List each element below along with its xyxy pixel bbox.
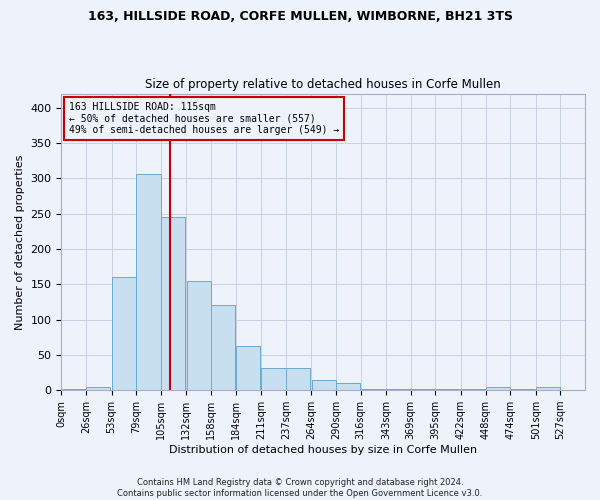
- Bar: [411, 389, 435, 390]
- Bar: [386, 389, 410, 390]
- Bar: [511, 389, 535, 390]
- Bar: [112, 277, 136, 390]
- Bar: [262, 368, 286, 390]
- Bar: [436, 389, 460, 390]
- Bar: [486, 386, 510, 390]
- Bar: [161, 217, 185, 390]
- Bar: [336, 383, 361, 390]
- Y-axis label: Number of detached properties: Number of detached properties: [15, 154, 25, 330]
- Bar: [536, 386, 560, 390]
- Bar: [136, 174, 161, 390]
- Bar: [62, 389, 86, 390]
- Bar: [236, 346, 260, 390]
- Text: 163, HILLSIDE ROAD, CORFE MULLEN, WIMBORNE, BH21 3TS: 163, HILLSIDE ROAD, CORFE MULLEN, WIMBOR…: [88, 10, 512, 23]
- Bar: [461, 389, 485, 390]
- Bar: [211, 306, 235, 390]
- X-axis label: Distribution of detached houses by size in Corfe Mullen: Distribution of detached houses by size …: [169, 445, 477, 455]
- Title: Size of property relative to detached houses in Corfe Mullen: Size of property relative to detached ho…: [145, 78, 501, 91]
- Bar: [86, 386, 110, 390]
- Bar: [361, 389, 385, 390]
- Text: 163 HILLSIDE ROAD: 115sqm
← 50% of detached houses are smaller (557)
49% of semi: 163 HILLSIDE ROAD: 115sqm ← 50% of detac…: [69, 102, 339, 135]
- Bar: [311, 380, 336, 390]
- Bar: [286, 368, 310, 390]
- Text: Contains HM Land Registry data © Crown copyright and database right 2024.
Contai: Contains HM Land Registry data © Crown c…: [118, 478, 482, 498]
- Bar: [187, 280, 211, 390]
